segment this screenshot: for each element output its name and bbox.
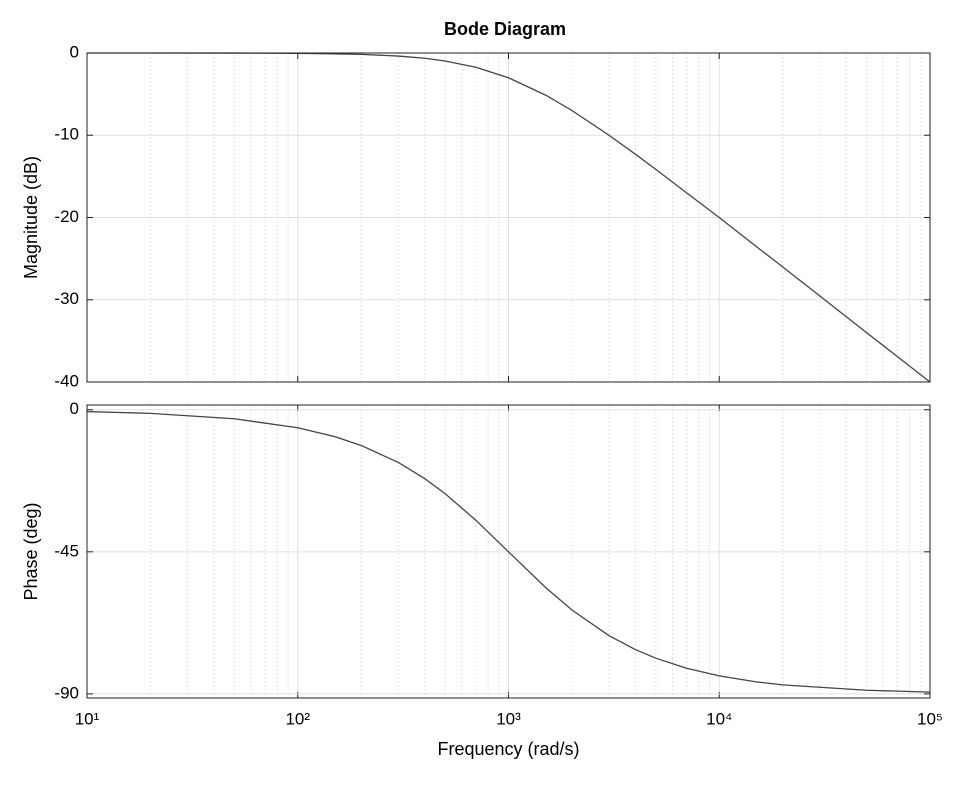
x-tick-label: 10⁵ — [917, 709, 943, 728]
y-tick-label: 0 — [70, 42, 79, 61]
y-tick-label: -90 — [54, 683, 79, 702]
x-tick-label: 10² — [285, 709, 310, 728]
plot-frame — [86, 52, 931, 383]
line-series — [87, 52, 931, 383]
x-axis-label: Frequency (rad/s) — [437, 739, 579, 759]
y-tick-label: -30 — [54, 289, 79, 308]
y-axis-label: Magnitude (dB) — [21, 156, 41, 279]
y-tick-label: -20 — [54, 207, 79, 226]
y-tick-label: -45 — [54, 541, 79, 560]
line-series — [86, 410, 931, 693]
x-tick-label: 10¹ — [75, 709, 100, 728]
y-tick-label: 0 — [70, 399, 79, 418]
y-tick-label: -40 — [54, 371, 79, 390]
y-axis-label: Phase (deg) — [21, 502, 41, 600]
plot-frame — [86, 404, 931, 699]
x-tick-label: 10⁴ — [706, 709, 732, 728]
x-tick-label: 10³ — [496, 709, 521, 728]
chart-title: Bode Diagram — [444, 19, 566, 39]
y-tick-label: -10 — [54, 125, 79, 144]
